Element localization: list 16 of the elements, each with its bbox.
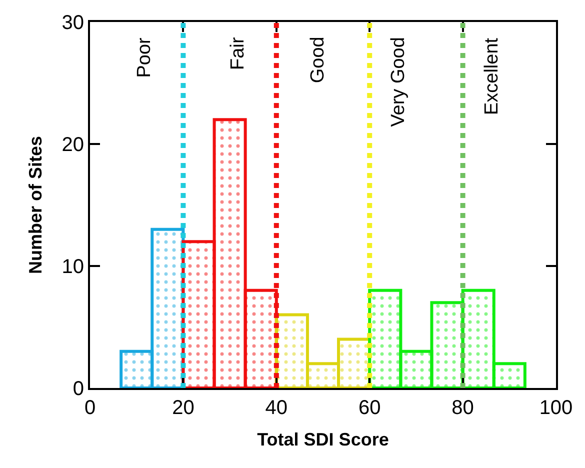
x-axis-title: Total SDI Score [257,430,389,450]
x-tick-label: 40 [265,397,288,419]
annotation: Very Good [388,37,410,127]
x-tick-label: 80 [452,397,474,419]
x-tick-label: 20 [172,397,194,419]
x-tick-label: 100 [539,397,573,419]
annotation: Fair [227,36,248,70]
y-axis-title: Number of Sites [25,136,46,274]
y-tick-label: 0 [72,378,84,400]
annotation: Good [308,36,329,84]
annotation: Excellent [481,37,502,116]
y-tick-label: 10 [62,256,84,278]
y-tick-label: 20 [62,134,84,156]
annotation: Poor [134,36,156,78]
y-tick-label: 30 [62,12,84,34]
x-tick-label: 60 [358,397,381,419]
